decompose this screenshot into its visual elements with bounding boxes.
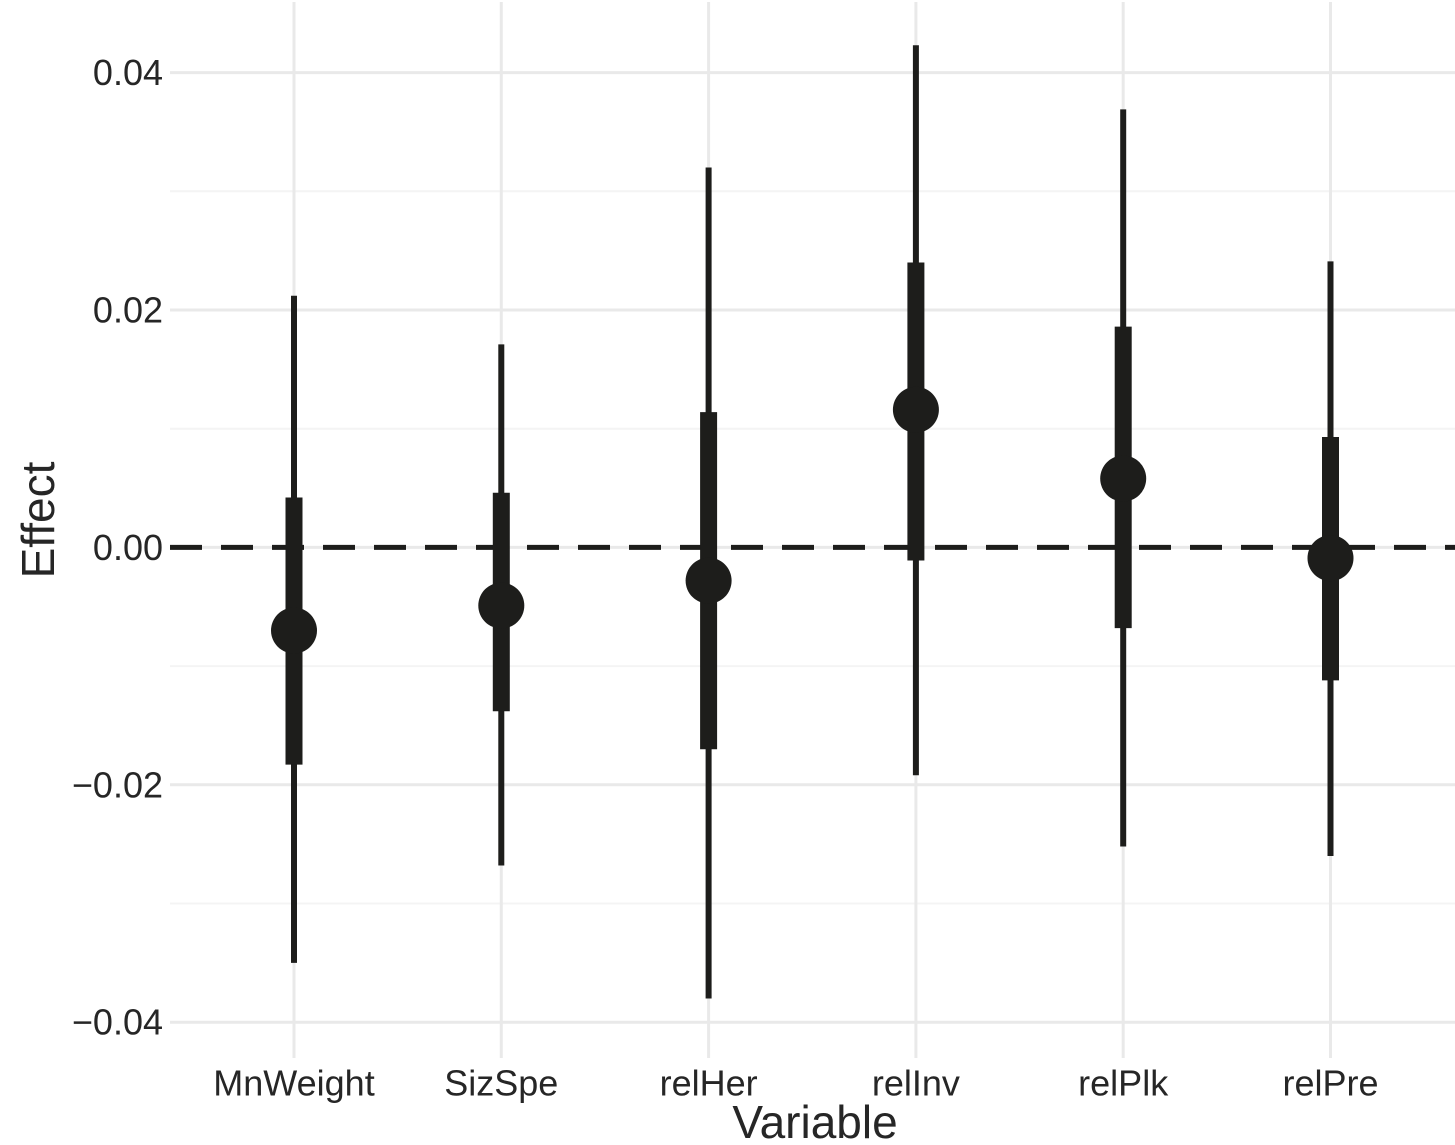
x-tick-label-relInv: relInv [872, 1063, 960, 1104]
estimate-dot [1307, 535, 1354, 582]
minor-gridlines [170, 190, 1455, 905]
interval-MnWeight [271, 295, 317, 963]
y-tick-label: 0.00 [93, 527, 163, 568]
interval-relHer [685, 167, 732, 999]
interval-SizSpe [478, 344, 525, 866]
point-interval-series [271, 45, 1354, 999]
estimate-dot [271, 607, 317, 654]
y-tick-label: 0.02 [93, 290, 163, 331]
x-tick-label-SizSpe: SizSpe [444, 1063, 558, 1104]
y-tick-label: 0.04 [93, 52, 163, 93]
interval-relPre [1307, 261, 1354, 857]
estimate-dot [685, 557, 732, 604]
estimate-dot [478, 582, 525, 629]
interval-relInv [892, 45, 939, 776]
y-tick-label: −0.02 [72, 764, 163, 805]
x-tick-label-relHer: relHer [660, 1063, 758, 1104]
estimate-dot [892, 386, 939, 433]
y-axis-tick-labels: 0.04 0.02 0.00 −0.02 −0.04 [72, 52, 163, 1043]
interval-relPlk [1100, 109, 1147, 847]
estimate-dot [1100, 455, 1147, 502]
y-axis-title: Effect [12, 461, 64, 578]
x-axis-title: Variable [732, 1096, 897, 1145]
x-axis-tick-labels: MnWeight SizSpe relHer relInv relPlk relPre [213, 1063, 1378, 1104]
y-tick-label: −0.04 [72, 1002, 163, 1043]
x-tick-label-relPlk: relPlk [1078, 1063, 1169, 1104]
x-tick-label-relPre: relPre [1282, 1063, 1378, 1104]
x-tick-label-MnWeight: MnWeight [213, 1063, 374, 1104]
